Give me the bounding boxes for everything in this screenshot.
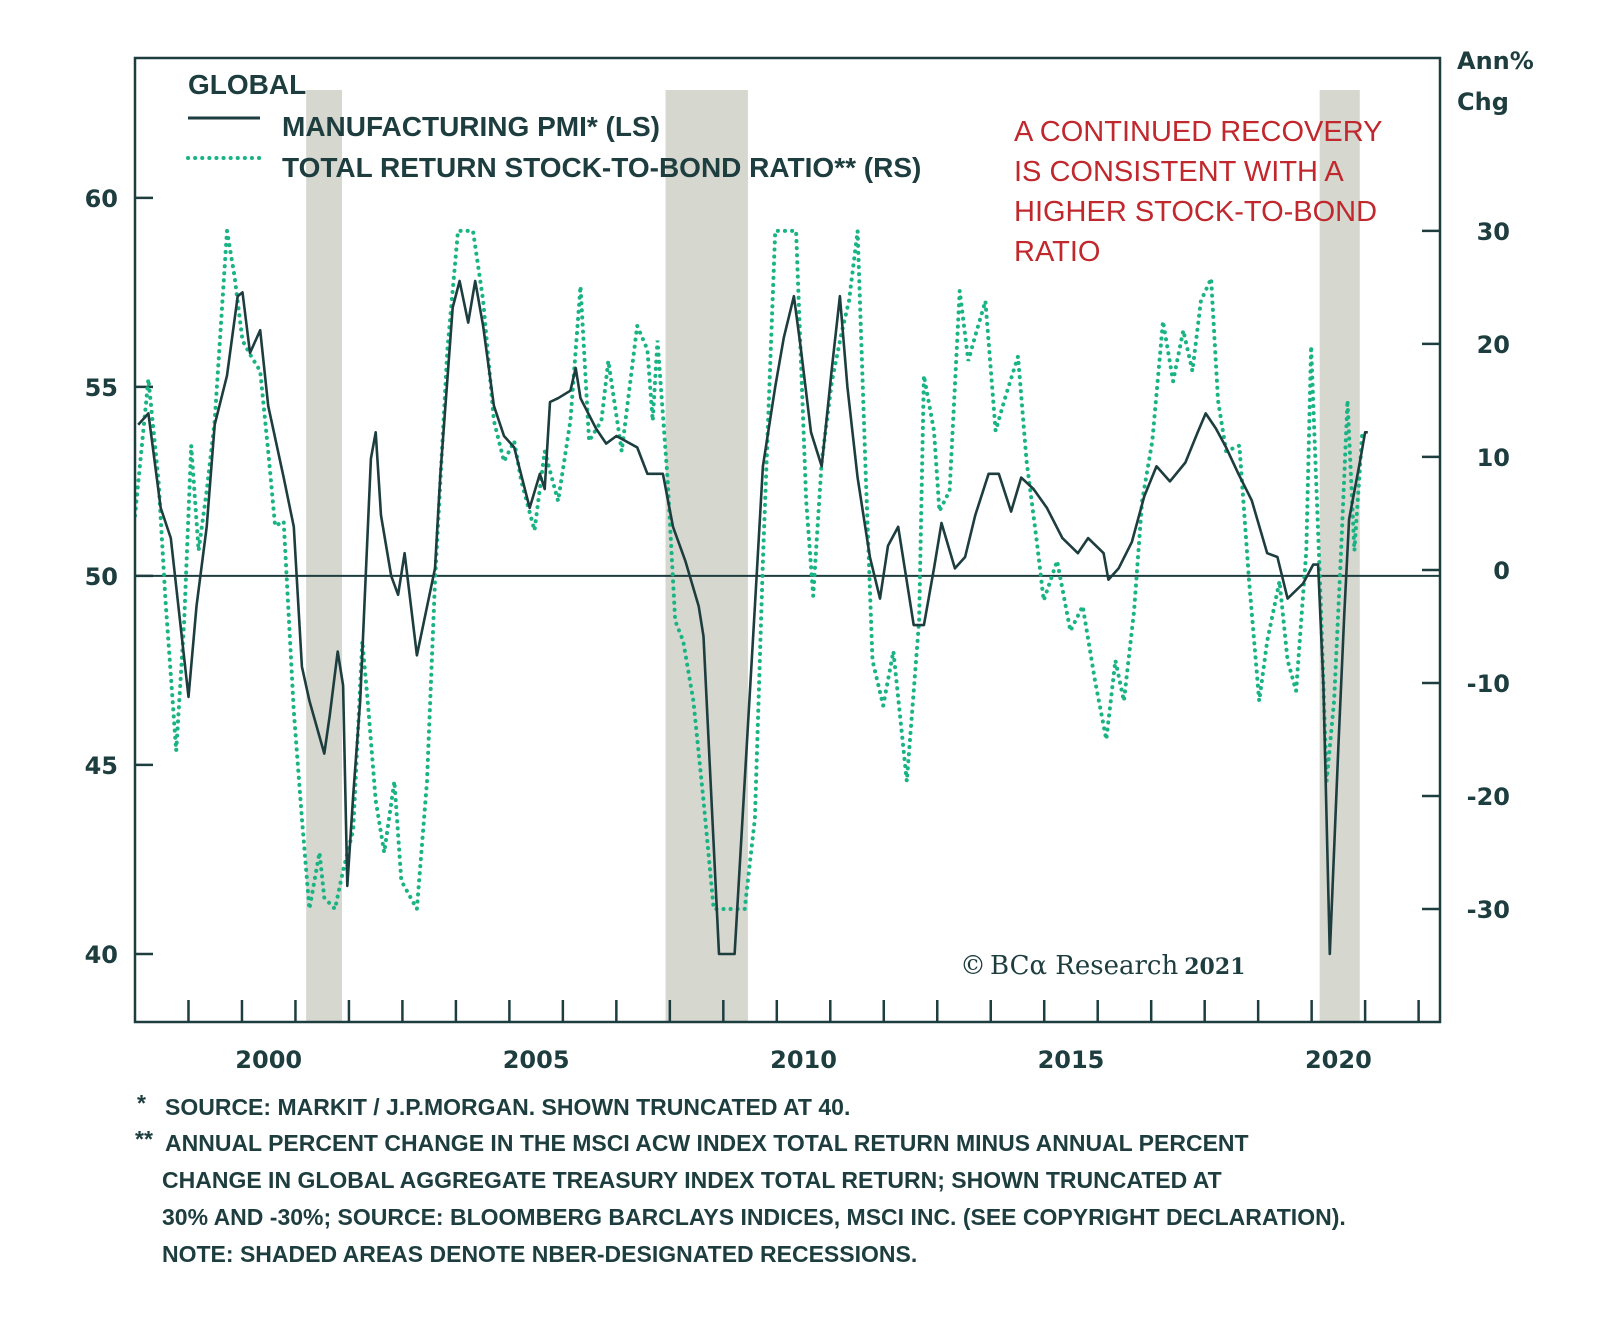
x-axis-tick-label: 2005	[503, 1046, 570, 1074]
footnote-marker: **	[135, 1126, 153, 1152]
annotation: A CONTINUED RECOVERY IS CONSISTENT WITH …	[1014, 116, 1382, 268]
annotation-line: A CONTINUED RECOVERY	[1014, 116, 1382, 148]
footnote-text: NOTE: SHADED AREAS DENOTE NBER-DESIGNATE…	[162, 1241, 917, 1267]
right-axis-tick-label: -30	[1467, 896, 1510, 924]
brand-name: BCα Research	[990, 951, 1178, 981]
legend-label-pmi: MANUFACTURING PMI* (LS)	[282, 111, 660, 142]
right-axis-tick-label: 0	[1493, 557, 1510, 585]
right-axis-tick-label: 30	[1477, 218, 1510, 246]
x-axis-tick-label: 2010	[770, 1046, 837, 1074]
footnote-text: 30% AND -30%; SOURCE: BLOOMBERG BARCLAYS…	[162, 1204, 1346, 1230]
copyright-logo: © BCα Research 2021	[960, 951, 1245, 981]
right-axis-tick-label: 20	[1477, 331, 1510, 359]
legend-title: GLOBAL	[188, 69, 306, 100]
right-axis-tick-label: -20	[1467, 783, 1510, 811]
footnote-marker: *	[137, 1090, 146, 1116]
left-axis-tick-label: 60	[85, 185, 118, 213]
left-axis-tick-label: 45	[85, 752, 118, 780]
recession-band	[665, 90, 748, 1022]
footnotes: * SOURCE: MARKIT / J.P.MORGAN. SHOWN TRU…	[135, 1090, 1346, 1267]
recession-band	[1319, 90, 1360, 1022]
annotation-line: RATIO	[1014, 236, 1100, 268]
footnote-text: CHANGE IN GLOBAL AGGREGATE TREASURY INDE…	[162, 1167, 1222, 1193]
left-axis-tick-label: 50	[85, 563, 118, 591]
recession-bands	[306, 90, 1360, 1022]
x-axis-tick-label: 2000	[235, 1046, 302, 1074]
x-axis-tick-label: 2015	[1038, 1046, 1105, 1074]
annotation-line: IS CONSISTENT WITH A	[1014, 156, 1344, 188]
legend: GLOBAL MANUFACTURING PMI* (LS) TOTAL RET…	[186, 69, 921, 183]
left-axis-tick-label: 55	[85, 374, 118, 402]
manufacturing-pmi-line	[137, 279, 1368, 956]
legend-label-ratio: TOTAL RETURN STOCK-TO-BOND RATIO** (RS)	[282, 152, 921, 183]
footnote-text: SOURCE: MARKIT / J.P.MORGAN. SHOWN TRUNC…	[165, 1094, 850, 1120]
stock-to-bond-ratio-line	[136, 228, 1365, 916]
right-axis-label: Chg	[1457, 88, 1509, 116]
right-axis-label: Ann%	[1457, 47, 1534, 75]
copyright-symbol: ©	[960, 951, 986, 981]
right-axis-tick-label: 10	[1477, 444, 1510, 472]
copyright-year: 2021	[1184, 954, 1245, 980]
plot-frame	[133, 56, 1442, 1024]
right-axis-tick-label: -10	[1467, 670, 1510, 698]
recession-band	[306, 90, 342, 1022]
x-axis-tick-label: 2020	[1305, 1046, 1372, 1074]
left-axis-tick-label: 40	[85, 941, 118, 969]
annotation-line: HIGHER STOCK-TO-BOND	[1014, 196, 1377, 228]
footnote-text: ANNUAL PERCENT CHANGE IN THE MSCI ACW IN…	[165, 1130, 1249, 1156]
